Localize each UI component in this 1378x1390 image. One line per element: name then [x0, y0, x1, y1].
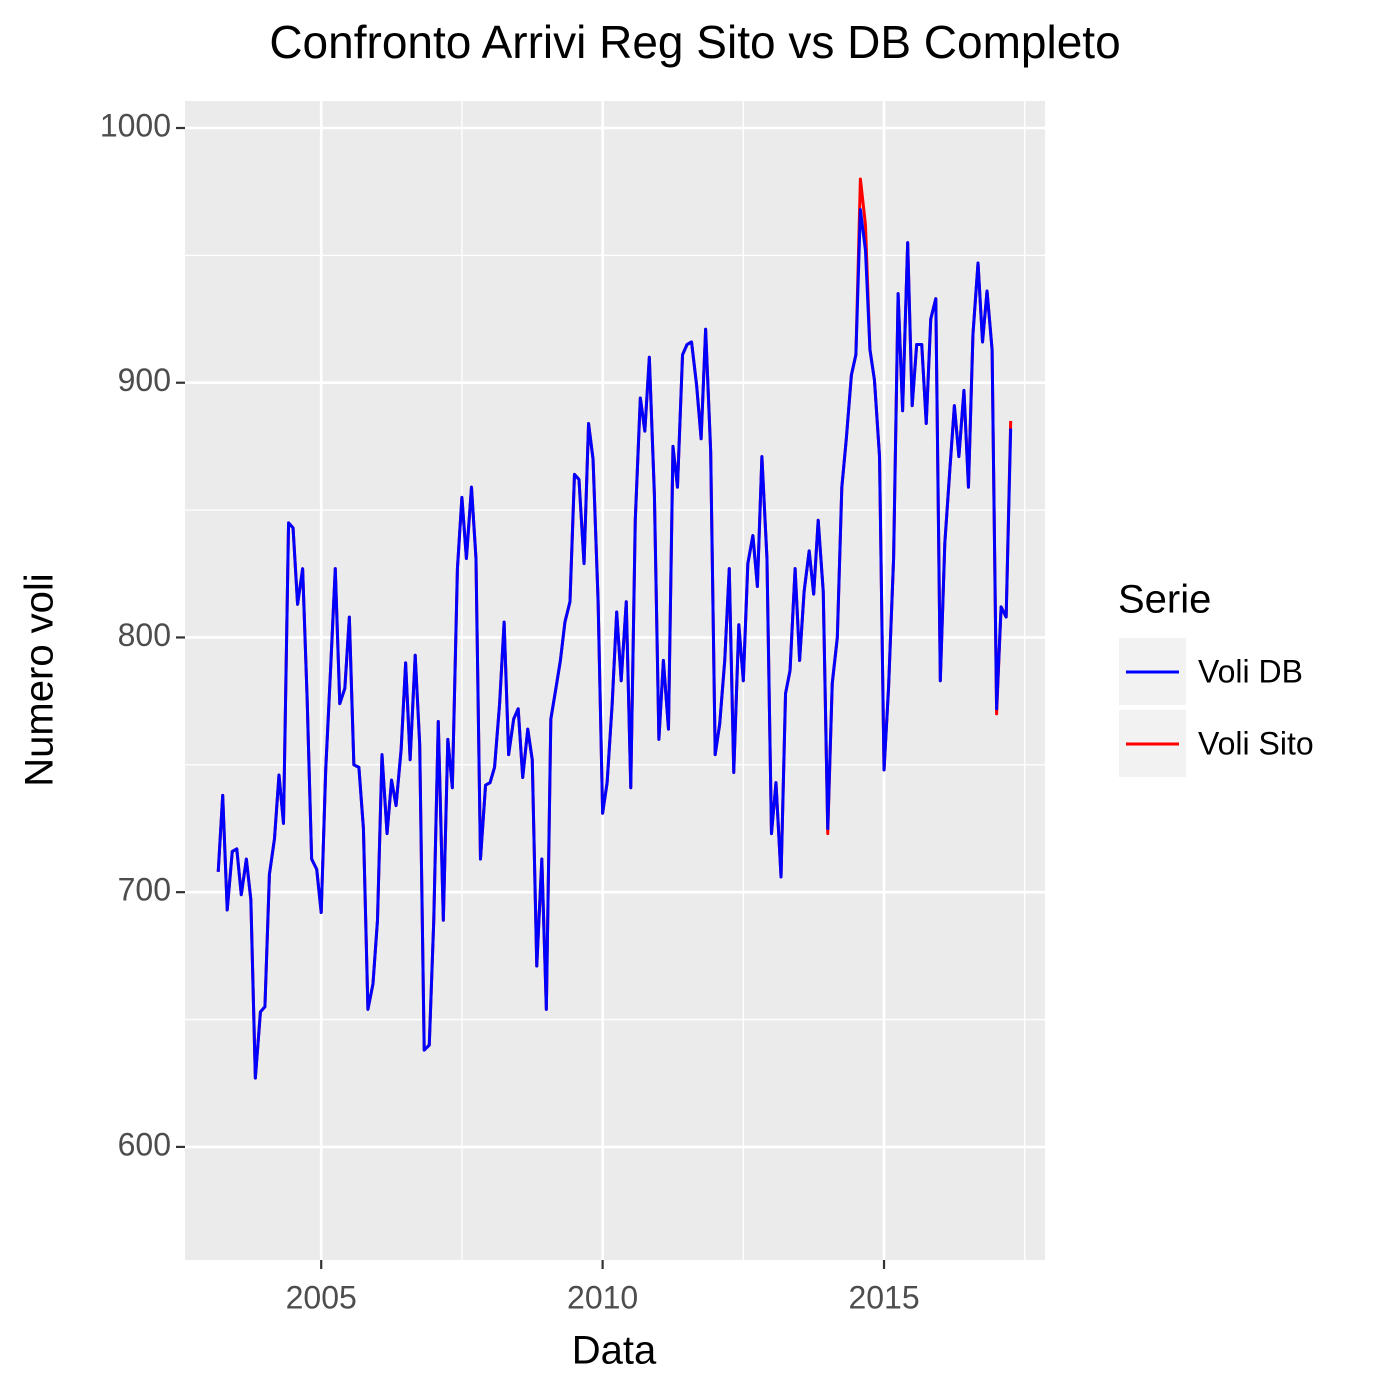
y-tick-label: 900: [118, 362, 171, 398]
x-tick-label: 2015: [848, 1279, 919, 1315]
y-tick-label: 1000: [100, 107, 171, 143]
y-axis-title: Numero voli: [18, 573, 62, 786]
x-axis-title: Data: [572, 1329, 657, 1373]
chart-title: Confronto Arrivi Reg Sito vs DB Completo: [269, 16, 1120, 68]
legend-label: Voli DB: [1198, 653, 1303, 689]
panel: [185, 101, 1045, 1260]
legend-label: Voli Sito: [1198, 725, 1314, 761]
y-tick-label: 600: [118, 1126, 171, 1162]
y-tick-label: 800: [118, 617, 171, 653]
x-tick-label: 2005: [286, 1279, 357, 1315]
legend-title: Serie: [1118, 578, 1211, 622]
series-line: [216, 208, 1013, 1080]
y-tick-label: 700: [118, 872, 171, 908]
x-tick-label: 2010: [567, 1279, 638, 1315]
